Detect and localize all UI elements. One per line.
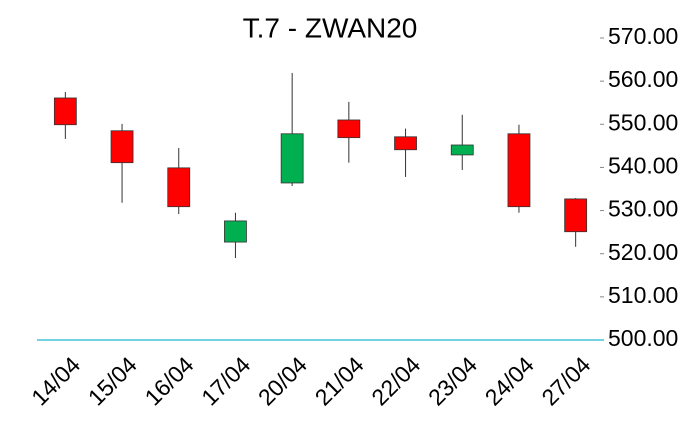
candle-body bbox=[507, 133, 531, 208]
candle-body bbox=[564, 198, 588, 233]
x-tick-label: 27/04 bbox=[536, 351, 595, 410]
x-tick-label: 24/04 bbox=[480, 351, 539, 410]
x-tick-label: 21/04 bbox=[310, 351, 369, 410]
x-tick-label: 15/04 bbox=[83, 351, 142, 410]
candle-body bbox=[110, 130, 134, 164]
candle-body bbox=[280, 133, 304, 184]
candle-body bbox=[394, 136, 417, 151]
x-tick-label: 16/04 bbox=[139, 351, 198, 410]
y-tick-label: 550.00 bbox=[608, 109, 678, 135]
y-tick-label: 520.00 bbox=[608, 239, 678, 265]
x-tick-label: 22/04 bbox=[366, 351, 425, 410]
candle-body bbox=[337, 119, 361, 139]
chart-title: T.7 - ZWAN20 bbox=[243, 12, 418, 43]
candle-body bbox=[167, 167, 191, 208]
candle-body bbox=[53, 97, 77, 126]
candle-body bbox=[450, 144, 474, 156]
y-tick-label: 540.00 bbox=[608, 153, 678, 179]
y-tick-label: 530.00 bbox=[608, 196, 678, 222]
y-tick-label: 510.00 bbox=[608, 282, 678, 308]
y-tick-label: 560.00 bbox=[608, 66, 678, 92]
candle-body bbox=[224, 220, 247, 243]
x-tick-label: 20/04 bbox=[253, 351, 312, 410]
x-tick-label: 14/04 bbox=[26, 351, 85, 410]
y-tick-label: 500.00 bbox=[608, 325, 678, 351]
y-tick-label: 570.00 bbox=[608, 23, 678, 49]
x-tick-label: 17/04 bbox=[196, 351, 255, 410]
x-tick-label: 23/04 bbox=[423, 351, 482, 410]
